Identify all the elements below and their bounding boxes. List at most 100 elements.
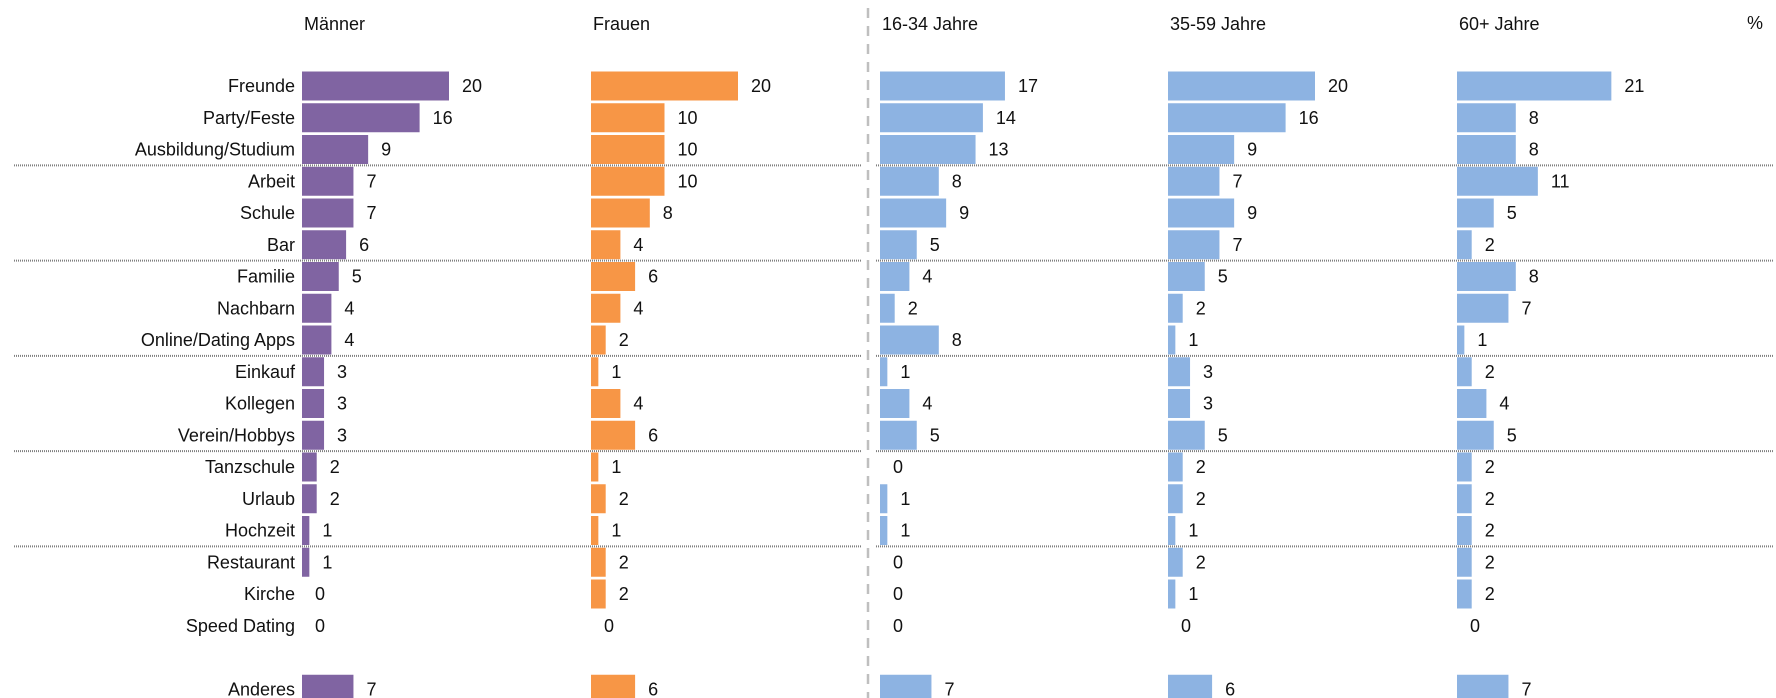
value-label-35-59-jahre-tanzschule: 2 [1196, 457, 1206, 477]
bar-frauen-bar [591, 230, 621, 260]
value-label-60-jahre-kirche: 2 [1485, 584, 1495, 604]
bar-männer-bar [302, 230, 347, 260]
bar-männer-kollegen [302, 389, 325, 418]
bar-männer-restaurant [302, 547, 310, 577]
value-label-16-34-jahre-schule: 9 [959, 203, 969, 223]
bar-60-jahre-einkauf [1457, 357, 1472, 387]
bar-35-59-jahre-schule [1168, 198, 1235, 228]
value-label-frauen-nachbarn: 4 [633, 298, 643, 318]
bar-frauen-verein-hobbys [591, 420, 636, 450]
category-label-online-dating-apps: Online/Dating Apps [141, 330, 295, 350]
series-header-16-34-jahre: 16-34 Jahre [882, 14, 978, 34]
bar-35-59-jahre-anderes [1168, 674, 1213, 698]
bar-frauen-kirche [591, 579, 606, 609]
value-label-frauen-kirche: 2 [619, 584, 629, 604]
bar-frauen-schule [591, 198, 650, 228]
value-label-frauen-restaurant: 2 [619, 552, 629, 572]
value-label-frauen-online-dating-apps: 2 [619, 330, 629, 350]
value-label-frauen-urlaub: 2 [619, 489, 629, 509]
bar-60-jahre-hochzeit [1457, 516, 1472, 545]
value-label-frauen-speed-dating: 0 [604, 616, 614, 636]
series-headers: Männer Frauen 16-34 Jahre 35-59 Jahre 60+ Ja… [304, 14, 1540, 34]
bar-frauen-tanzschule [591, 452, 599, 482]
value-label-60-jahre-restaurant: 2 [1485, 552, 1495, 572]
bar-60-jahre-arbeit [1457, 166, 1538, 196]
bar-frauen-restaurant [591, 547, 606, 577]
bar-16-34-jahre-freunde [880, 71, 1005, 101]
value-label-35-59-jahre-freunde: 20 [1328, 76, 1348, 96]
group-separators [14, 164, 1774, 548]
value-label-männer-familie: 5 [352, 267, 362, 287]
series-header-35-59-jahre: 35-59 Jahre [1170, 14, 1266, 34]
bar-35-59-jahre-freunde [1168, 71, 1315, 101]
bar-35-59-jahre-familie [1168, 262, 1205, 291]
value-label-16-34-jahre-urlaub: 1 [900, 489, 910, 509]
value-label-männer-speed-dating: 0 [315, 616, 325, 636]
value-label-16-34-jahre-nachbarn: 2 [908, 298, 918, 318]
value-label-60-jahre-familie: 8 [1529, 267, 1539, 287]
bar-frauen-familie [591, 262, 636, 291]
category-label-freunde: Freunde [228, 76, 295, 96]
bar-60-jahre-kirche [1457, 579, 1472, 609]
category-label-urlaub: Urlaub [242, 489, 295, 509]
bar-16-34-jahre-hochzeit [880, 516, 888, 545]
bar-35-59-jahre-bar [1168, 230, 1220, 260]
bar-frauen-urlaub [591, 484, 606, 514]
value-label-35-59-jahre-arbeit: 7 [1232, 171, 1242, 191]
value-label-16-34-jahre-arbeit: 8 [952, 171, 962, 191]
bar-frauen-ausbildung-studium [591, 135, 665, 164]
value-label-frauen-freunde: 20 [751, 76, 771, 96]
value-label-35-59-jahre-hochzeit: 1 [1188, 521, 1198, 541]
value-label-frauen-schule: 8 [663, 203, 673, 223]
value-label-männer-restaurant: 1 [322, 552, 332, 572]
value-label-frauen-einkauf: 1 [611, 362, 621, 382]
value-label-männer-freunde: 20 [462, 76, 482, 96]
bar-60-jahre-bar [1457, 230, 1472, 260]
value-label-16-34-jahre-party-feste: 14 [996, 108, 1016, 128]
bar-60-jahre-party-feste [1457, 103, 1516, 133]
value-label-16-34-jahre-freunde: 17 [1018, 76, 1038, 96]
bar-35-59-jahre-party-feste [1168, 103, 1286, 133]
category-label-kollegen: Kollegen [225, 394, 295, 414]
value-label-männer-anderes: 7 [366, 679, 376, 698]
bar-60-jahre-anderes [1457, 674, 1509, 698]
category-label-ausbildung-studium: Ausbildung/Studium [135, 140, 295, 160]
bar-35-59-jahre-verein-hobbys [1168, 420, 1205, 450]
bar-männer-nachbarn [302, 293, 332, 323]
value-label-60-jahre-kollegen: 4 [1499, 394, 1509, 414]
value-label-männer-kirche: 0 [315, 584, 325, 604]
value-label-16-34-jahre-online-dating-apps: 8 [952, 330, 962, 350]
bar-16-34-jahre-einkauf [880, 357, 888, 387]
value-label-männer-verein-hobbys: 3 [337, 425, 347, 445]
value-label-60-jahre-tanzschule: 2 [1485, 457, 1495, 477]
series-header-frauen: Frauen [593, 14, 650, 34]
bar-60-jahre-tanzschule [1457, 452, 1472, 482]
value-label-männer-nachbarn: 4 [344, 298, 354, 318]
value-label-männer-bar: 6 [359, 235, 369, 255]
value-label-männer-tanzschule: 2 [330, 457, 340, 477]
bar-frauen-kollegen [591, 389, 621, 418]
value-label-60-jahre-hochzeit: 2 [1485, 521, 1495, 541]
value-label-35-59-jahre-restaurant: 2 [1196, 552, 1206, 572]
bar-männer-einkauf [302, 357, 325, 387]
bar-35-59-jahre-einkauf [1168, 357, 1191, 387]
value-label-16-34-jahre-tanzschule: 0 [893, 457, 903, 477]
bar-16-34-jahre-schule [880, 198, 947, 228]
bar-männer-freunde [302, 71, 449, 101]
category-label-anderes: Anderes [228, 679, 295, 698]
category-label-speed-dating: Speed Dating [186, 616, 295, 636]
value-label-frauen-bar: 4 [633, 235, 643, 255]
bar-35-59-jahre-hochzeit [1168, 516, 1176, 545]
bar-männer-familie [302, 262, 339, 291]
bar-60-jahre-freunde [1457, 71, 1612, 101]
series-header-männer: Männer [304, 14, 365, 34]
bar-16-34-jahre-arbeit [880, 166, 939, 196]
category-labels: Freunde Party/Feste Ausbildung/Studium Arbe… [135, 76, 296, 698]
value-label-frauen-arbeit: 10 [678, 171, 698, 191]
category-label-kirche: Kirche [244, 584, 295, 604]
value-label-35-59-jahre-urlaub: 2 [1196, 489, 1206, 509]
bar-männer-online-dating-apps [302, 325, 332, 355]
value-label-männer-ausbildung-studium: 9 [381, 140, 391, 160]
value-label-16-34-jahre-hochzeit: 1 [900, 521, 910, 541]
